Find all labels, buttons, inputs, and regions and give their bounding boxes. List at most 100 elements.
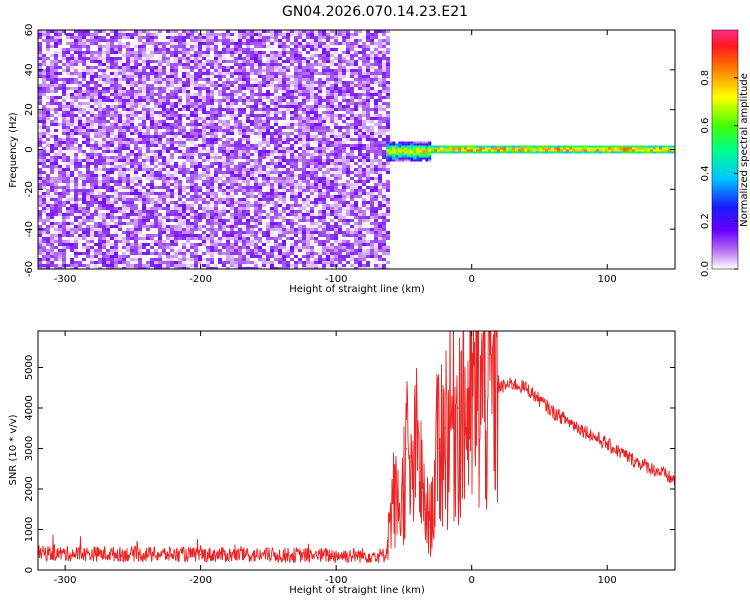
spectrogram-cell (210, 84, 214, 87)
spectrogram-cell (50, 222, 54, 225)
spectrogram-cell (50, 90, 54, 93)
spectrogram-cell (190, 198, 194, 201)
spectrogram-cell (42, 75, 46, 78)
spectrogram-cell (86, 81, 90, 84)
spectrogram-cell (138, 216, 142, 219)
spectrogram-cell (50, 102, 54, 105)
spectrogram-cell (38, 189, 42, 192)
spectrogram-cell (190, 66, 194, 69)
spectrogram-cell (142, 81, 146, 84)
spectrogram-cell (134, 237, 138, 240)
spectrogram-cell (218, 258, 222, 261)
spectrogram-cell (298, 234, 302, 237)
spectrogram-cell (250, 219, 254, 222)
spectrogram-cell (62, 261, 66, 264)
spectrogram-cell (106, 240, 110, 243)
spectrogram-cell (214, 177, 218, 180)
spectrogram-cell (138, 264, 142, 267)
spectrogram-cell (146, 174, 150, 177)
spectrogram-cell (222, 72, 226, 75)
spectrogram-cell (54, 234, 58, 237)
spectrogram-cell (178, 48, 182, 51)
spectrogram-cell (322, 261, 326, 264)
spectrogram-cell (206, 144, 210, 147)
spectrogram-cell (294, 72, 298, 75)
spectrogram-cell (82, 159, 86, 162)
spectrogram-cell (46, 48, 50, 51)
spectrogram-cell (110, 162, 114, 165)
spectrogram-cell (254, 114, 258, 117)
spectrogram-cell (330, 120, 334, 123)
spectrogram-cell (318, 153, 322, 156)
spectrogram-cell (58, 84, 62, 87)
spectrogram-cell (330, 129, 334, 132)
spectrogram-cell (334, 42, 338, 45)
spectrogram-cell (126, 117, 130, 120)
spectrogram-cell (286, 66, 290, 69)
spectrogram-cell (186, 240, 190, 243)
spectrogram-cell (62, 63, 66, 66)
spectrogram-cell (194, 201, 198, 204)
spectrogram-cell (62, 192, 66, 195)
spectrogram-cell (322, 267, 326, 269)
spectrogram-cell (310, 90, 314, 93)
spectrogram-cell (222, 147, 226, 150)
spectrogram-cell (218, 54, 222, 57)
spectrogram-cell (90, 255, 94, 258)
spectrogram-cell (62, 255, 66, 258)
spectrogram-cell (162, 165, 166, 168)
spectrogram-cell (74, 255, 78, 258)
spectrogram-cell (162, 66, 166, 69)
spectrogram-cell (322, 222, 326, 225)
spectrogram-cell (50, 123, 54, 126)
spectrogram-cell (334, 231, 338, 234)
spectrogram-cell (90, 36, 94, 39)
spectrogram-cell (142, 213, 146, 216)
spectrogram-cell (306, 195, 310, 198)
spectrogram-cell (274, 189, 278, 192)
spectrogram-cell (94, 171, 98, 174)
spectrogram-cell (326, 168, 330, 171)
spectrogram-cell (38, 33, 42, 36)
spectrogram-cell (162, 150, 166, 153)
spectrogram-cell (318, 114, 322, 117)
spectrogram-cell (142, 267, 146, 269)
spectrogram-cell (230, 153, 234, 156)
spectrogram-cell (306, 246, 310, 249)
spectrogram-cell (266, 39, 270, 42)
spectrogram-cell (238, 99, 242, 102)
spectrogram-cell (302, 138, 306, 141)
spectrogram-cell (82, 153, 86, 156)
spectrogram-cell (94, 72, 98, 75)
spectrogram-cell (250, 96, 254, 99)
spectrogram-cell (278, 105, 282, 108)
spectrogram-cell (170, 93, 174, 96)
spectrogram-cell (42, 126, 46, 129)
spectrogram-cell (186, 210, 190, 213)
spectrogram-cell (198, 144, 202, 147)
spectrogram-cell (290, 147, 294, 150)
spectrogram-cell (206, 198, 210, 201)
spectrogram-cell (238, 189, 242, 192)
spectrogram-cell (126, 204, 130, 207)
spectrogram-cell (202, 204, 206, 207)
spectrogram-cell (186, 267, 190, 269)
spectrogram-cell (322, 105, 326, 108)
spectrogram-cell (198, 78, 202, 81)
spectrogram-cell (158, 225, 162, 228)
spectrogram-cell (42, 240, 46, 243)
spectrogram-cell (90, 144, 94, 147)
spectrogram-cell (274, 123, 278, 126)
spectrogram-cell (238, 261, 242, 264)
spectrogram-cell (254, 198, 258, 201)
spectrogram-cell (74, 153, 78, 156)
spectrogram-cell (110, 129, 114, 132)
spectrogram-cell (306, 57, 310, 60)
spectrogram-cell (210, 90, 214, 93)
spectrogram-cell (266, 45, 270, 48)
spectrogram-cell (182, 186, 186, 189)
spectrogram-cell (178, 207, 182, 210)
spectrogram-cell (318, 234, 322, 237)
spectrogram-cell (226, 99, 230, 102)
spectrogram-cell (82, 201, 86, 204)
